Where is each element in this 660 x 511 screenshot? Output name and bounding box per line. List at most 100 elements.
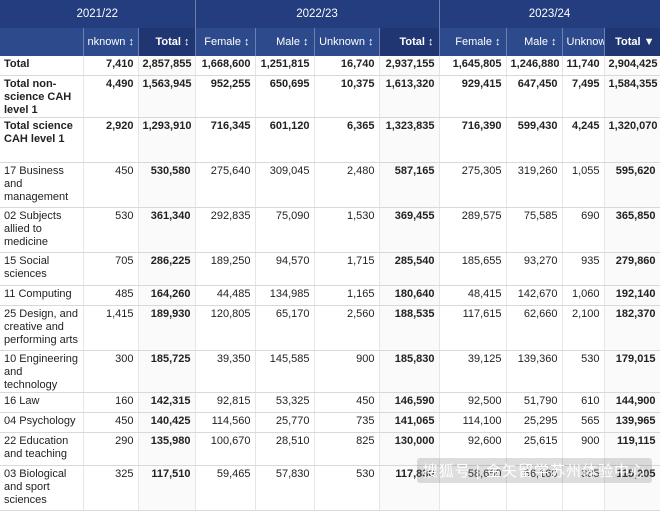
year-header-2023-24: 2023/24 [439, 0, 660, 28]
value-cell: 2,920 [83, 117, 139, 163]
value-cell: 530 [314, 465, 380, 511]
value-cell: 275,640 [195, 162, 256, 208]
total-cell: 1,320,070 [604, 117, 660, 163]
total-cell: 1,584,355 [604, 75, 660, 118]
value-cell: 935 [562, 252, 605, 286]
total-cell: 530,580 [138, 162, 196, 208]
table-row: 17 Business and management 450 530,580 275,… [0, 162, 660, 208]
unknown-2021-22-sort-header[interactable]: nknown ↕ [83, 28, 139, 56]
value-cell: 450 [83, 162, 139, 208]
unknown-2023-24-sort-header[interactable]: Unknown ↕ [562, 28, 605, 56]
value-cell: 530 [83, 207, 139, 253]
value-cell: 75,090 [255, 207, 315, 253]
table-row: 11 Computing 485 164,260 44,485 134,985 1,165… [0, 285, 660, 306]
female-2022-23-sort-header[interactable]: Female ↕ [195, 28, 256, 56]
total-cell: 139,965 [604, 412, 660, 433]
total-cell: 279,860 [604, 252, 660, 286]
male-2022-23-sort-header[interactable]: Male ↕ [255, 28, 315, 56]
total-cell: 140,425 [138, 412, 196, 433]
total-cell: 117,510 [138, 465, 196, 511]
value-cell: 53,325 [255, 392, 315, 413]
table-row: Total science CAH level 1 2,920 1,293,910 7… [0, 117, 660, 163]
total-cell: 142,315 [138, 392, 196, 413]
row-label: 03 Biological and sport sciences [0, 465, 84, 511]
total-cell: 130,000 [379, 432, 440, 466]
total-cell: 1,323,835 [379, 117, 440, 163]
total-cell: 587,165 [379, 162, 440, 208]
female-2023-24-sort-header[interactable]: Female ↕ [439, 28, 507, 56]
row-label: 22 Education and teaching [0, 432, 84, 466]
row-label: 04 Psychology [0, 412, 84, 433]
column-header-row: nknown ↕ Total ↕ Female ↕ Male ↕ Unknown… [0, 28, 660, 56]
value-cell: 28,510 [255, 432, 315, 466]
value-cell: 57,830 [255, 465, 315, 511]
total-cell: 119,115 [604, 432, 660, 466]
table-row: 25 Design, and creative and performing a… [0, 305, 660, 351]
row-label: 16 Law [0, 392, 84, 413]
watermark: 搜狐号 | 金矢留学苏州体验中心 [416, 458, 652, 483]
value-cell: 39,350 [195, 350, 256, 393]
value-cell: 289,575 [439, 207, 507, 253]
value-cell: 825 [314, 432, 380, 466]
total-cell: 180,640 [379, 285, 440, 306]
value-cell: 900 [562, 432, 605, 466]
value-cell: 25,295 [506, 412, 563, 433]
value-cell: 16,740 [314, 56, 380, 76]
value-cell: 690 [562, 207, 605, 253]
value-cell: 10,375 [314, 75, 380, 118]
value-cell: 4,245 [562, 117, 605, 163]
total-cell: 164,260 [138, 285, 196, 306]
total-cell: 595,620 [604, 162, 660, 208]
total-cell: 1,293,910 [138, 117, 196, 163]
value-cell: 11,740 [562, 56, 605, 76]
value-cell: 647,450 [506, 75, 563, 118]
total-cell: 192,140 [604, 285, 660, 306]
row-label: 11 Computing [0, 285, 84, 306]
value-cell: 114,560 [195, 412, 256, 433]
total-cell: 2,857,855 [138, 56, 196, 76]
value-cell: 160 [83, 392, 139, 413]
row-label: 25 Design, and creative and performing a… [0, 305, 84, 351]
total-cell: 361,340 [138, 207, 196, 253]
value-cell: 716,345 [195, 117, 256, 163]
total-2021-22-sort-header[interactable]: Total ↕ [138, 28, 196, 56]
total-cell: 369,455 [379, 207, 440, 253]
value-cell: 900 [314, 350, 380, 393]
value-cell: 4,490 [83, 75, 139, 118]
total-cell: 182,370 [604, 305, 660, 351]
value-cell: 189,250 [195, 252, 256, 286]
value-cell: 92,500 [439, 392, 507, 413]
value-cell: 142,670 [506, 285, 563, 306]
value-cell: 450 [83, 412, 139, 433]
total-cell: 185,725 [138, 350, 196, 393]
value-cell: 117,615 [439, 305, 507, 351]
value-cell: 134,985 [255, 285, 315, 306]
value-cell: 114,100 [439, 412, 507, 433]
total-2023-24-sort-header[interactable]: Total ▼ [604, 28, 660, 56]
value-cell: 929,415 [439, 75, 507, 118]
male-2023-24-sort-header[interactable]: Male ↕ [506, 28, 563, 56]
value-cell: 705 [83, 252, 139, 286]
table-row: 22 Education and teaching 290 135,980 100,6… [0, 432, 660, 466]
total-cell: 179,015 [604, 350, 660, 393]
value-cell: 275,305 [439, 162, 507, 208]
value-cell: 51,790 [506, 392, 563, 413]
value-cell: 1,715 [314, 252, 380, 286]
total-2022-23-sort-header[interactable]: Total ↕ [379, 28, 440, 56]
value-cell: 75,585 [506, 207, 563, 253]
value-cell: 59,465 [195, 465, 256, 511]
value-cell: 1,530 [314, 207, 380, 253]
unknown-2022-23-sort-header[interactable]: Unknown ↕ [314, 28, 380, 56]
total-cell: 285,540 [379, 252, 440, 286]
total-cell: 286,225 [138, 252, 196, 286]
value-cell: 1,668,600 [195, 56, 256, 76]
table-body: Total 7,410 2,857,855 1,668,600 1,251,815 16,… [0, 56, 660, 511]
value-cell: 65,170 [255, 305, 315, 351]
total-cell: 1,563,945 [138, 75, 196, 118]
value-cell: 25,615 [506, 432, 563, 466]
value-cell: 485 [83, 285, 139, 306]
value-cell: 450 [314, 392, 380, 413]
row-label: 10 Engineering and technology [0, 350, 84, 393]
year-header-2021-22: 2021/22 [0, 0, 196, 28]
value-cell: 120,805 [195, 305, 256, 351]
